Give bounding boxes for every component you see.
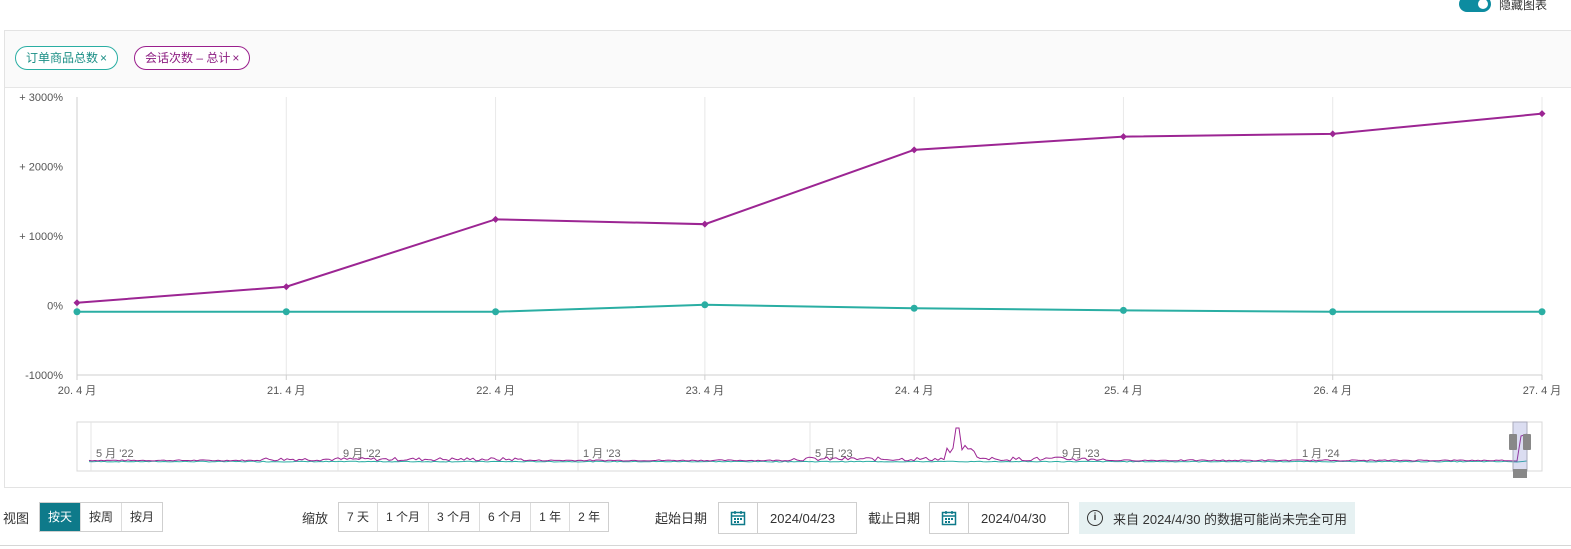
data-point	[282, 283, 290, 291]
x-tick-label: 21. 4 月	[267, 385, 306, 397]
data-point	[701, 301, 709, 309]
x-tick-label: 20. 4 月	[58, 385, 97, 397]
navigator-label: 5 月 '22	[96, 448, 134, 460]
zoom-button-group: 7 天 1 个月 3 个月 6 个月 1 年 2 年	[338, 502, 610, 532]
x-tick-label: 27. 4 月	[1523, 385, 1562, 397]
info-icon: i	[1087, 510, 1103, 526]
chart-panel: 订单商品总数 × 会话次数 – 总计 × + 3000% + 2000% + 1000%…	[4, 30, 1571, 488]
series-line	[76, 112, 1543, 304]
divider	[0, 545, 1571, 546]
navigator-series-line	[88, 427, 1528, 462]
start-date-value: 2024/04/23	[770, 510, 836, 526]
x-tick-label: 24. 4 月	[895, 385, 934, 397]
data-point	[1538, 110, 1546, 118]
hide-chart-toggle-wrap: 隐藏图表	[1458, 0, 1547, 14]
start-date-label: 起始日期	[655, 511, 708, 526]
data-point	[73, 299, 81, 307]
data-point	[492, 308, 500, 316]
data-point	[1538, 308, 1546, 316]
view-button-group: 按天 按周 按月	[39, 502, 164, 532]
data-point	[73, 308, 81, 316]
navigator-handle-right	[1523, 434, 1531, 450]
x-tick-label: 25. 4 月	[1104, 385, 1143, 397]
zoom-1y-button[interactable]: 1 年	[531, 503, 571, 531]
navigator-label: 9 月 '22	[343, 448, 381, 460]
series-line	[77, 303, 1542, 313]
navigator-series-line	[88, 460, 1528, 463]
calendar-icon[interactable]	[930, 503, 969, 533]
navigator-handle-left	[1509, 434, 1517, 450]
close-icon[interactable]: ×	[232, 51, 240, 65]
y-tick-label: + 2000%	[19, 162, 63, 174]
data-point	[1329, 130, 1337, 138]
metric-pill-label: 订单商品总数	[26, 51, 99, 65]
data-point	[701, 220, 709, 228]
data-point	[492, 215, 500, 223]
y-tick-label: + 3000%	[19, 92, 63, 104]
x-tick-label: 22. 4 月	[476, 385, 515, 397]
navigator-label: 9 月 '23	[1062, 448, 1100, 460]
zoom-6m-button[interactable]: 6 个月	[480, 503, 532, 531]
view-day-button[interactable]: 按天	[40, 503, 82, 531]
data-point	[1119, 306, 1127, 314]
zoom-2y-button[interactable]: 2 年	[578, 510, 601, 524]
data-point	[282, 308, 290, 316]
zoom-3m-button[interactable]: 3 个月	[429, 503, 481, 531]
x-tick-label: 26. 4 月	[1313, 385, 1352, 397]
data-point	[910, 146, 918, 154]
data-availability-notice: i 来自 2024/4/30 的数据可能尚未完全可用	[1079, 502, 1356, 534]
zoom-label: 缩放	[302, 511, 329, 526]
y-tick-label: + 1000%	[19, 231, 63, 243]
calendar-icon[interactable]	[719, 503, 758, 533]
metric-pill-sessions[interactable]: 会话次数 – 总计 ×	[134, 46, 251, 70]
data-point	[1329, 308, 1337, 316]
metric-pill-ordered-items[interactable]: 订单商品总数 ×	[15, 46, 119, 70]
end-date-value: 2024/04/30	[981, 510, 1047, 526]
start-date-picker[interactable]: 2024/04/23	[718, 502, 857, 534]
view-label: 视图	[3, 511, 30, 526]
navigator-label: 1 月 '23	[583, 448, 621, 460]
metric-pill-label: 会话次数 – 总计	[145, 51, 231, 65]
zoom-7d-button[interactable]: 7 天	[339, 503, 379, 531]
x-tick-label: 23. 4 月	[686, 385, 725, 397]
hide-chart-toggle[interactable]	[1458, 0, 1491, 12]
navigator-label: 1 月 '24	[1302, 448, 1340, 460]
data-point	[910, 304, 918, 312]
end-date-picker[interactable]: 2024/04/30	[929, 502, 1069, 534]
close-icon[interactable]: ×	[100, 51, 108, 65]
notice-text: 来自 2024/4/30 的数据可能尚未完全可用	[1113, 511, 1348, 527]
chart-controls: 视图 按天 按周 按月 缩放 7 天 1 个月 3 个月 6 个月 1 年 2 …	[0, 500, 1571, 536]
data-point	[1119, 133, 1127, 141]
navigator-label: 5 月 '23	[815, 448, 853, 460]
y-tick-label: -1000%	[25, 370, 63, 382]
metric-pill-bar: 订单商品总数 × 会话次数 – 总计 ×	[5, 31, 1571, 88]
view-month-button[interactable]: 按月	[130, 510, 155, 524]
hide-chart-label: 隐藏图表	[1498, 0, 1547, 12]
y-tick-label: 0%	[47, 301, 63, 313]
line-chart: + 3000% + 2000% + 1000% 0% -1000% 20. 4 月 21. …	[19, 92, 1562, 478]
zoom-1m-button[interactable]: 1 个月	[378, 503, 430, 531]
navigator-scrollbar-thumb	[1513, 469, 1527, 478]
view-week-button[interactable]: 按周	[81, 503, 123, 531]
end-date-label: 截止日期	[868, 511, 921, 526]
